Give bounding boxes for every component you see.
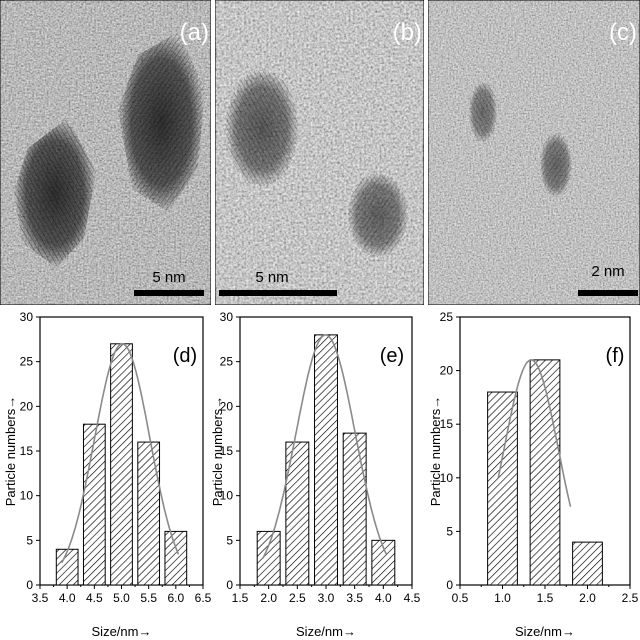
nanoparticle xyxy=(540,133,572,197)
bar xyxy=(342,432,367,586)
scale-bar-label: 2 nm xyxy=(591,263,624,280)
y-tick-label: 10 xyxy=(220,489,234,503)
x-tick-label: 2.5 xyxy=(622,591,639,605)
x-tick-label: 1.0 xyxy=(494,591,511,605)
bar xyxy=(487,391,518,586)
nanoparticle-left xyxy=(14,118,96,268)
y-axis-title: Particle numbers→ xyxy=(3,396,18,507)
y-axis-title: Particle numbers→ xyxy=(210,396,225,507)
tem-panel-label: (a) xyxy=(180,19,209,46)
fit-curve xyxy=(60,342,180,564)
y-tick-label: 0 xyxy=(226,578,233,592)
bar xyxy=(314,334,338,586)
panel-label: (f) xyxy=(606,345,625,367)
tem-panel-b: (b) 5 nm xyxy=(215,0,424,305)
fit-curve xyxy=(262,334,387,559)
x-tick-label: 4.5 xyxy=(86,591,103,605)
y-tick-label: 25 xyxy=(440,310,454,324)
y-tick-label: 25 xyxy=(20,355,34,369)
bar xyxy=(164,530,188,586)
x-tick-label: 4.5 xyxy=(404,591,421,605)
tem-panel-label: (b) xyxy=(393,19,422,46)
histogram-f: 0.5 1.0 1.5 2.0 2.5 0 5 10 15 20 25 (f) Size/nm→ Part… xyxy=(428,310,639,639)
scale-bar xyxy=(578,290,638,296)
scale-bar-label: 5 nm xyxy=(255,269,288,286)
x-axis-title: Size/nm→ xyxy=(92,624,152,639)
nanoparticle xyxy=(226,70,298,186)
y-tick-label: 25 xyxy=(220,355,234,369)
tem-panel-a: (a) 5 nm xyxy=(0,0,211,305)
nanoparticle xyxy=(469,82,497,142)
y-tick-label: 10 xyxy=(440,471,454,485)
y-tick-label: 30 xyxy=(20,310,34,324)
nanoparticle-right xyxy=(118,32,205,212)
y-tick-label: 20 xyxy=(20,399,34,413)
y-tick-label: 0 xyxy=(446,578,453,592)
x-tick-label: 3.0 xyxy=(318,591,335,605)
y-axis-title: Particle numbers→ xyxy=(428,396,443,507)
x-tick-label: 1.5 xyxy=(537,591,554,605)
x-tick-label: 6.5 xyxy=(195,591,212,605)
y-tick-label: 30 xyxy=(220,310,234,324)
x-axis-title: Size/nm→ xyxy=(296,624,356,639)
y-tick-label: 5 xyxy=(26,533,33,547)
x-tick-label: 2.5 xyxy=(289,591,306,605)
histogram-d: 3.5 4.0 4.5 5.0 5.5 6.0 6.5 0 5 10 15 20 25 30 (d) Size… xyxy=(3,310,212,639)
x-tick-label: 2.0 xyxy=(260,591,277,605)
bar xyxy=(285,441,310,586)
x-tick-label: 6.0 xyxy=(167,591,184,605)
bar xyxy=(529,359,561,586)
x-tick-label: 3.5 xyxy=(346,591,363,605)
panel-label: (d) xyxy=(173,345,197,367)
bar xyxy=(371,539,396,586)
y-tick-label: 15 xyxy=(440,417,454,431)
y-tick-label: 15 xyxy=(20,444,34,458)
nanoparticle xyxy=(348,173,408,257)
y-tick-label: 20 xyxy=(220,399,234,413)
bar xyxy=(110,343,133,586)
histogram-e: 1.5 2.0 2.5 3.0 3.5 4.0 4.5 0 5 10 15 20 25 30 (e) Size… xyxy=(210,310,421,639)
y-tick-label: 5 xyxy=(226,533,233,547)
fit-curve xyxy=(497,359,572,507)
x-axis-title: Size/nm→ xyxy=(515,624,575,639)
y-tick-label: 0 xyxy=(26,578,33,592)
x-tick-label: 1.5 xyxy=(232,591,249,605)
x-tick-label: 0.5 xyxy=(452,591,469,605)
x-tick-label: 5.5 xyxy=(140,591,157,605)
panel-label: (e) xyxy=(380,345,404,367)
tem-panel-c: (c) 2 nm xyxy=(428,0,640,305)
x-tick-label: 4.0 xyxy=(375,591,392,605)
y-tick-label: 10 xyxy=(20,489,34,503)
bar xyxy=(256,530,281,586)
y-tick-label: 15 xyxy=(220,444,234,458)
bar xyxy=(82,423,106,586)
bar xyxy=(55,548,79,586)
x-tick-label: 2.0 xyxy=(579,591,596,605)
tem-panel-label: (c) xyxy=(609,19,637,46)
x-tick-label: 5.0 xyxy=(113,591,130,605)
x-tick-label: 3.5 xyxy=(32,591,49,605)
scale-bar-label: 5 nm xyxy=(152,269,185,286)
x-tick-label: 4.0 xyxy=(59,591,76,605)
scale-bar xyxy=(134,290,204,296)
bar xyxy=(137,441,161,586)
y-tick-label: 20 xyxy=(440,364,454,378)
bar xyxy=(572,541,603,586)
scale-bar xyxy=(219,290,337,296)
y-tick-label: 5 xyxy=(446,524,453,538)
